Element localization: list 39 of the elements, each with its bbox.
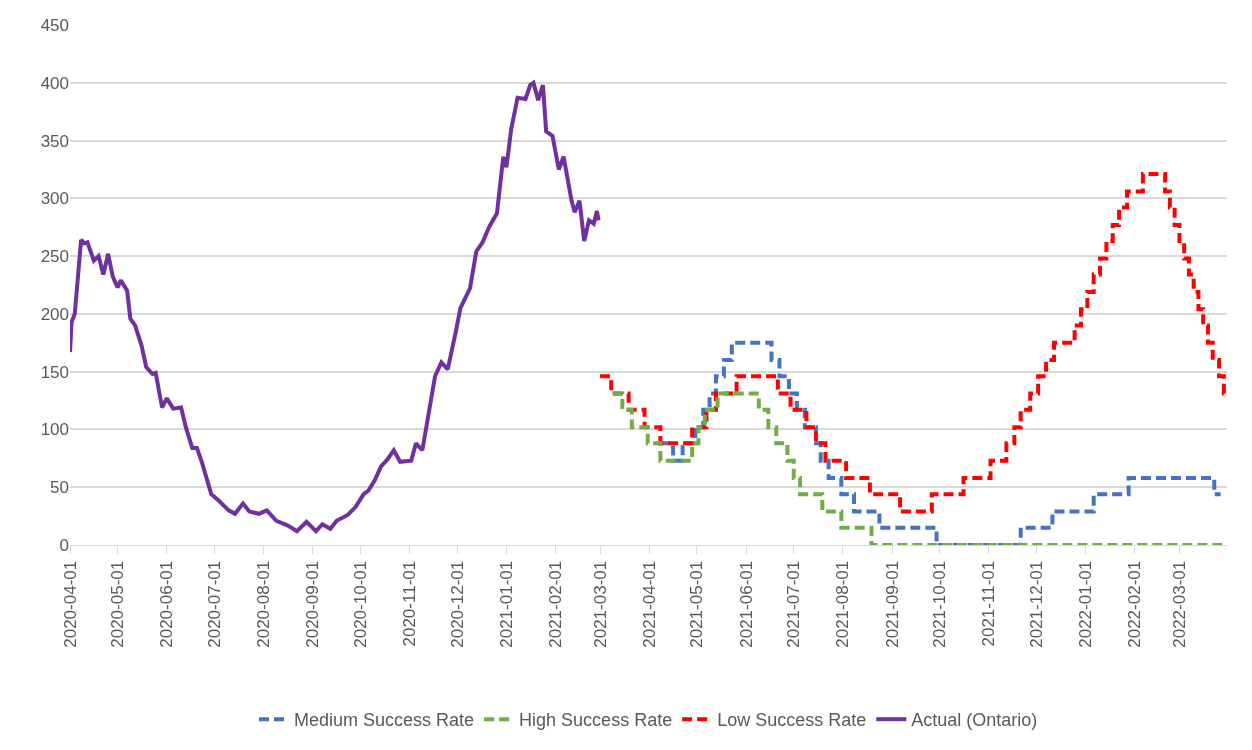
line-series [70,80,601,534]
y-tick-label: 250 [40,247,69,267]
x-tick-label: 2020-11-01 [400,560,420,647]
x-tick-label: 2021-02-01 [546,560,566,648]
x-tick-label: 2020-08-01 [254,560,274,648]
legend-label: Medium Success Rate [294,710,475,731]
x-tick-label: 2021-03-01 [590,560,610,648]
x-tick-label: 2021-12-01 [1027,560,1047,648]
legend-label: Actual (Ontario) [911,710,1038,731]
x-tick-label: 2021-11-01 [979,560,999,647]
x-tick-label: 2021-06-01 [736,560,756,648]
y-tick-label: 400 [40,73,69,93]
y-tick-label: 150 [40,362,69,382]
y-tick-label: 0 [59,535,69,555]
legend-label: High Success Rate [519,710,673,731]
legend-label: Low Success Rate [717,710,867,731]
x-tick-label: 2020-05-01 [108,560,128,648]
x-tick-label: 2021-10-01 [930,560,950,648]
x-tick-label: 2021-05-01 [687,560,707,648]
x-tick-label: 2021-01-01 [496,560,516,648]
x-tick-label: 2021-09-01 [882,560,902,648]
x-tick-label: 2020-12-01 [447,560,467,648]
x-tick-label: 2022-03-01 [1169,560,1189,648]
y-tick-label: 350 [40,131,69,151]
x-tick-label: 2020-10-01 [350,560,370,648]
y-tick-label: 200 [40,304,69,324]
x-tick-label: 2022-02-01 [1125,560,1145,648]
x-tick-label: 2021-07-01 [784,560,804,648]
y-tick-label: 100 [40,420,69,440]
x-tick-label: 2022-01-01 [1076,560,1096,648]
x-tick-label: 2020-09-01 [303,560,323,648]
x-tick-label: 2021-04-01 [639,560,659,648]
x-tick-label: 2020-07-01 [204,560,224,648]
y-tick-label: 450 [40,15,69,35]
x-tick-label: 2021-08-01 [833,560,853,648]
y-tick-label: 300 [40,189,69,209]
x-tick-label: 2020-06-01 [157,560,177,648]
y-tick-label: 50 [50,478,69,498]
x-tick-label: 2020-04-01 [60,560,80,648]
